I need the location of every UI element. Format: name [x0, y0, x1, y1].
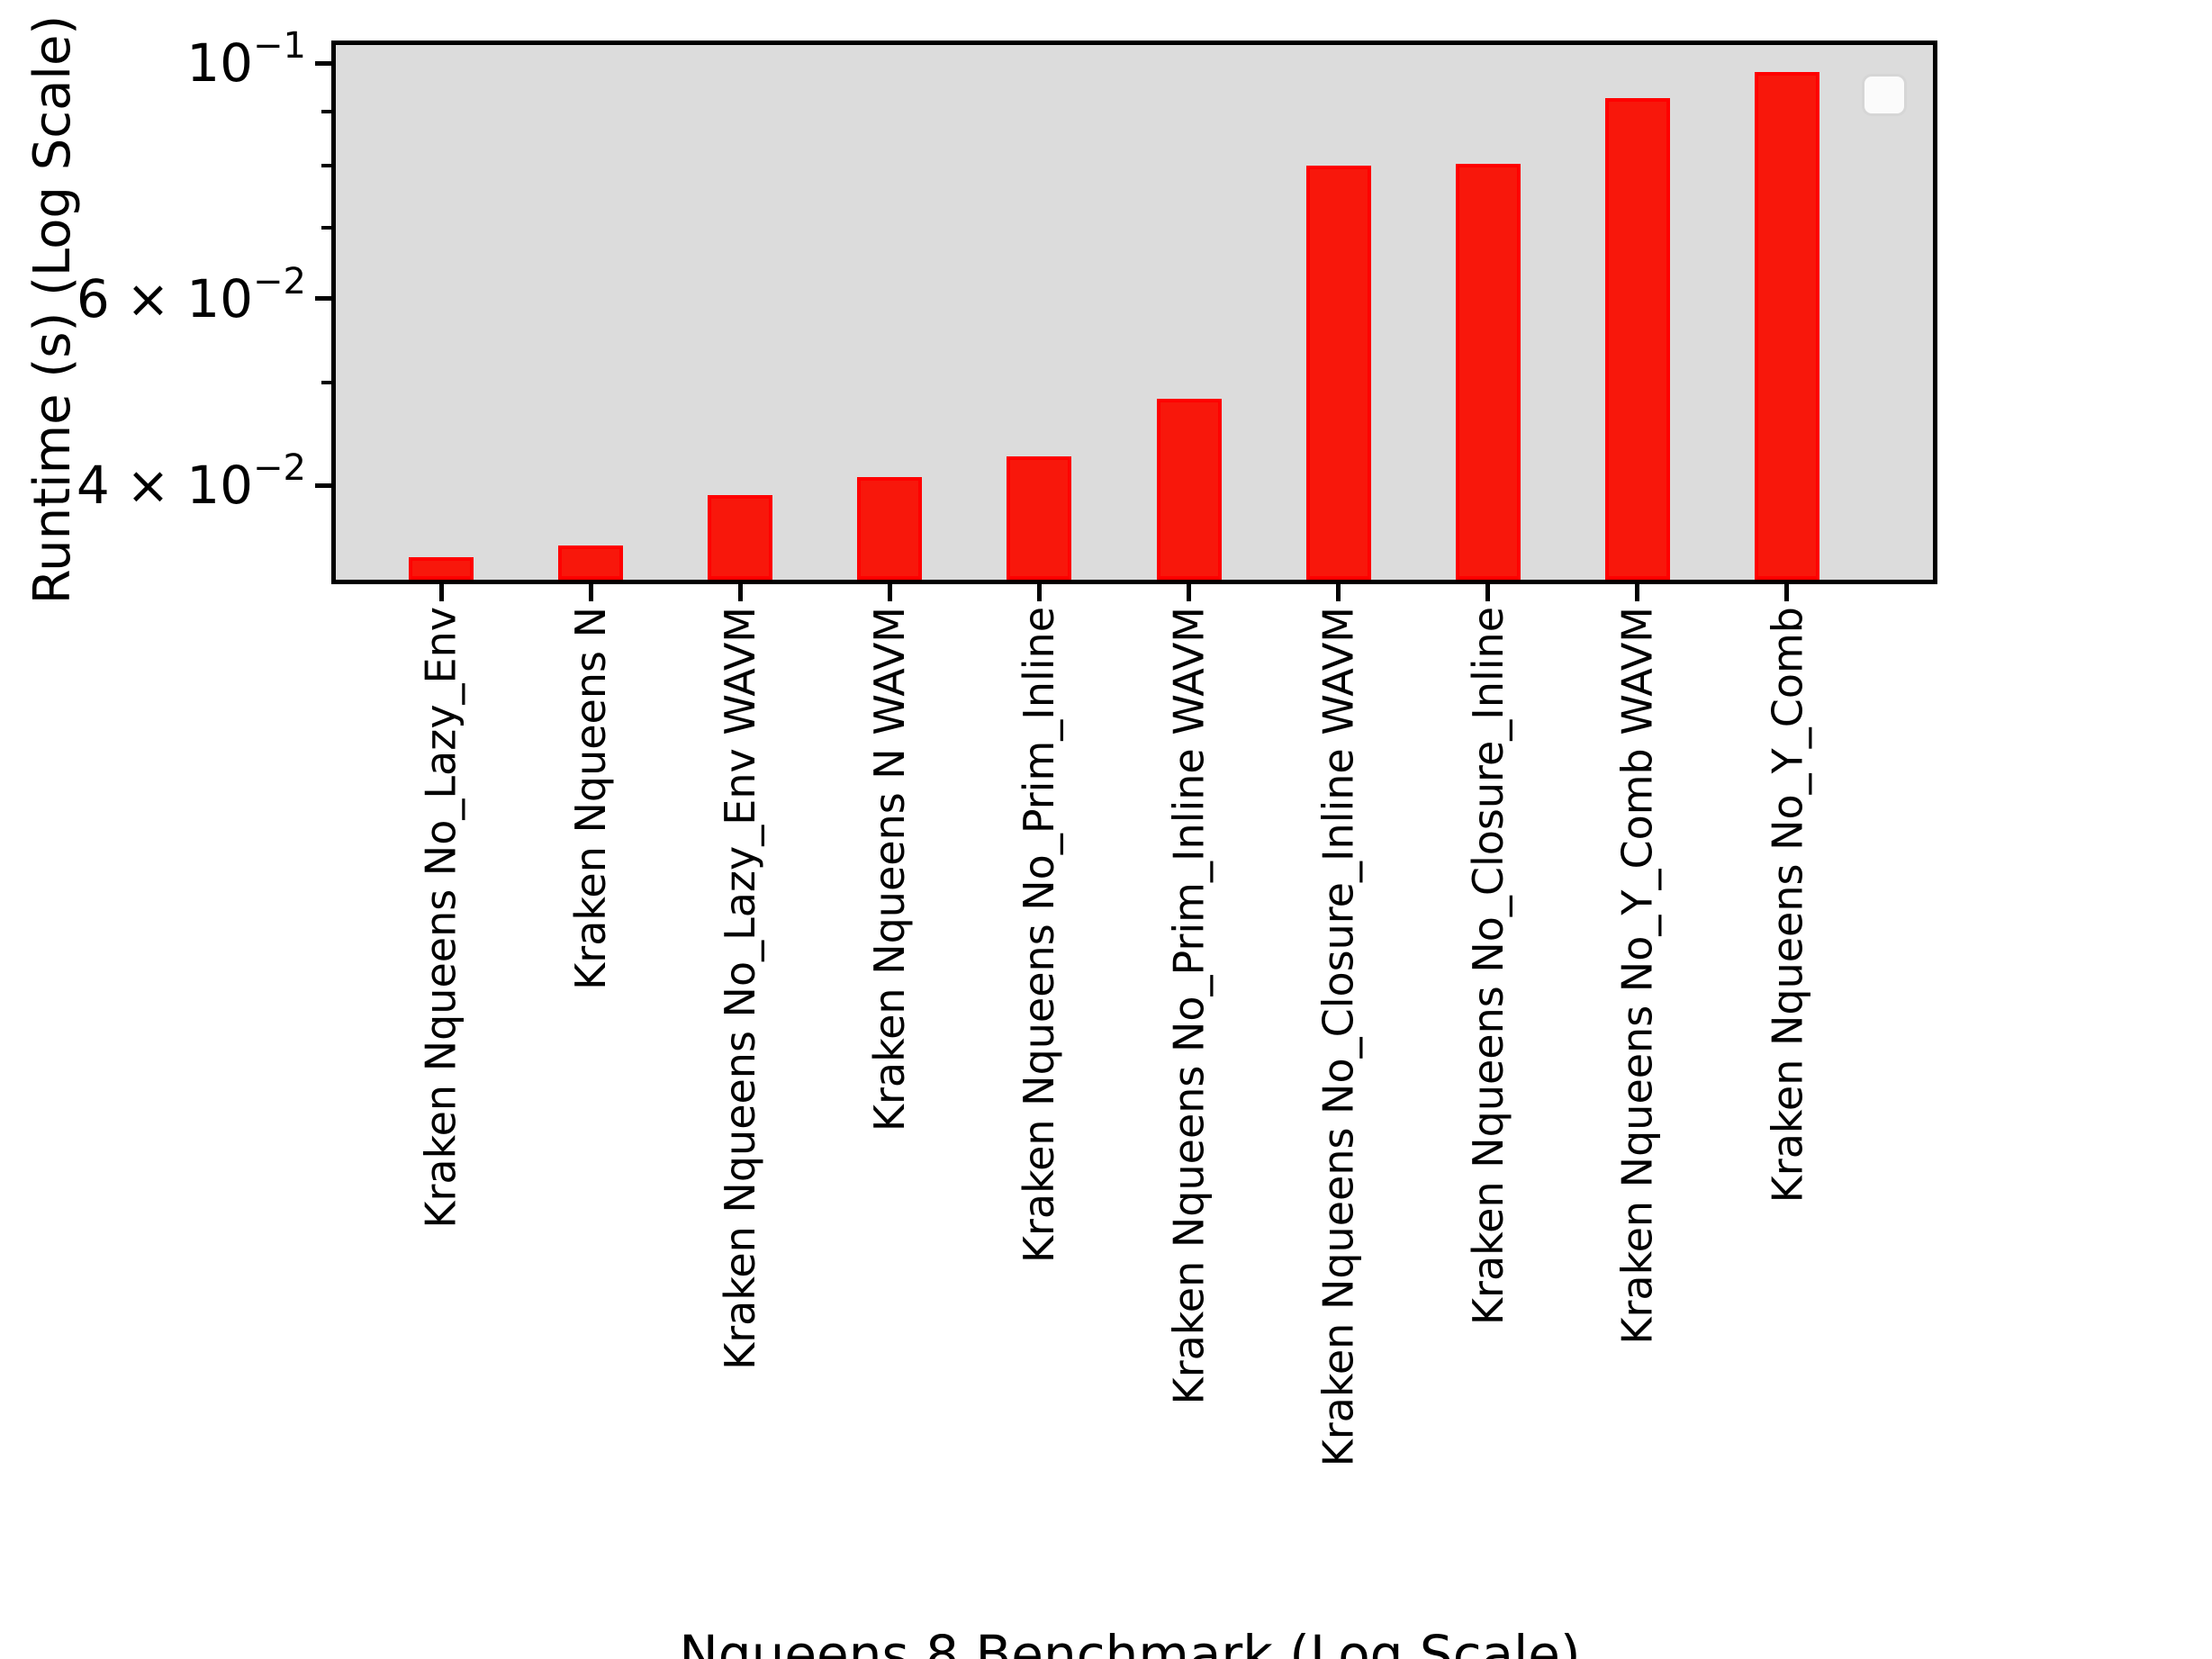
plot-area	[331, 41, 1937, 584]
x-tick-label-text: Kraken Nqueens No_Closure_Inline WAVM	[1314, 607, 1363, 1467]
x-tick-label-text: Kraken Nqueens No_Prim_Inline	[1015, 607, 1064, 1264]
tick-mark	[1635, 584, 1640, 601]
y-tick-label: 6 × 10−2	[76, 260, 306, 329]
x-axis-label: Nqueens 8 Benchmark (Log Scale)	[679, 1624, 1581, 1659]
tick-mark	[588, 584, 593, 601]
bar	[708, 494, 773, 580]
x-tick-label-text: Kraken Nqueens N	[566, 607, 616, 990]
tick-mark	[887, 584, 892, 601]
bar	[1305, 166, 1371, 580]
tick-mark	[321, 225, 331, 230]
tick-mark	[321, 164, 331, 168]
x-tick-label-text: Kraken Nqueens No_Lazy_Env WAVM	[716, 607, 765, 1370]
bar	[1455, 164, 1521, 580]
tick-mark	[1187, 584, 1191, 601]
tick-mark	[321, 380, 331, 384]
tick-mark	[315, 482, 331, 488]
bar	[1604, 97, 1670, 580]
tick-mark	[315, 296, 331, 302]
bar	[1754, 72, 1819, 580]
bar	[558, 545, 624, 580]
bar	[409, 557, 474, 580]
x-tick-label-text: Kraken Nqueens No_Y_Comb WAVM	[1612, 607, 1662, 1345]
x-tick-label-text: Kraken Nqueens N WAVM	[865, 607, 915, 1132]
tick-mark	[1784, 584, 1790, 601]
tick-mark	[321, 110, 331, 114]
tick-mark	[315, 60, 331, 66]
y-tick-label: 4 × 10−2	[76, 447, 306, 517]
bar	[1156, 398, 1222, 580]
tick-mark	[438, 584, 444, 601]
x-tick-label-text: Kraken Nqueens No_Closure_Inline	[1463, 607, 1512, 1326]
bar	[1007, 456, 1072, 580]
tick-mark	[1336, 584, 1341, 601]
x-tick-label-text: Kraken Nqueens No_Prim_Inline WAVM	[1164, 607, 1214, 1405]
tick-mark	[1485, 584, 1491, 601]
tick-mark	[737, 584, 743, 601]
tick-mark	[1036, 584, 1042, 601]
legend-box	[1862, 74, 1907, 116]
x-tick-label-text: Kraken Nqueens No_Lazy_Env	[417, 607, 465, 1229]
bar	[857, 477, 923, 580]
y-tick-label: 10−1	[186, 25, 306, 95]
x-tick-label-text: Kraken Nqueens No_Y_Comb	[1762, 607, 1811, 1204]
